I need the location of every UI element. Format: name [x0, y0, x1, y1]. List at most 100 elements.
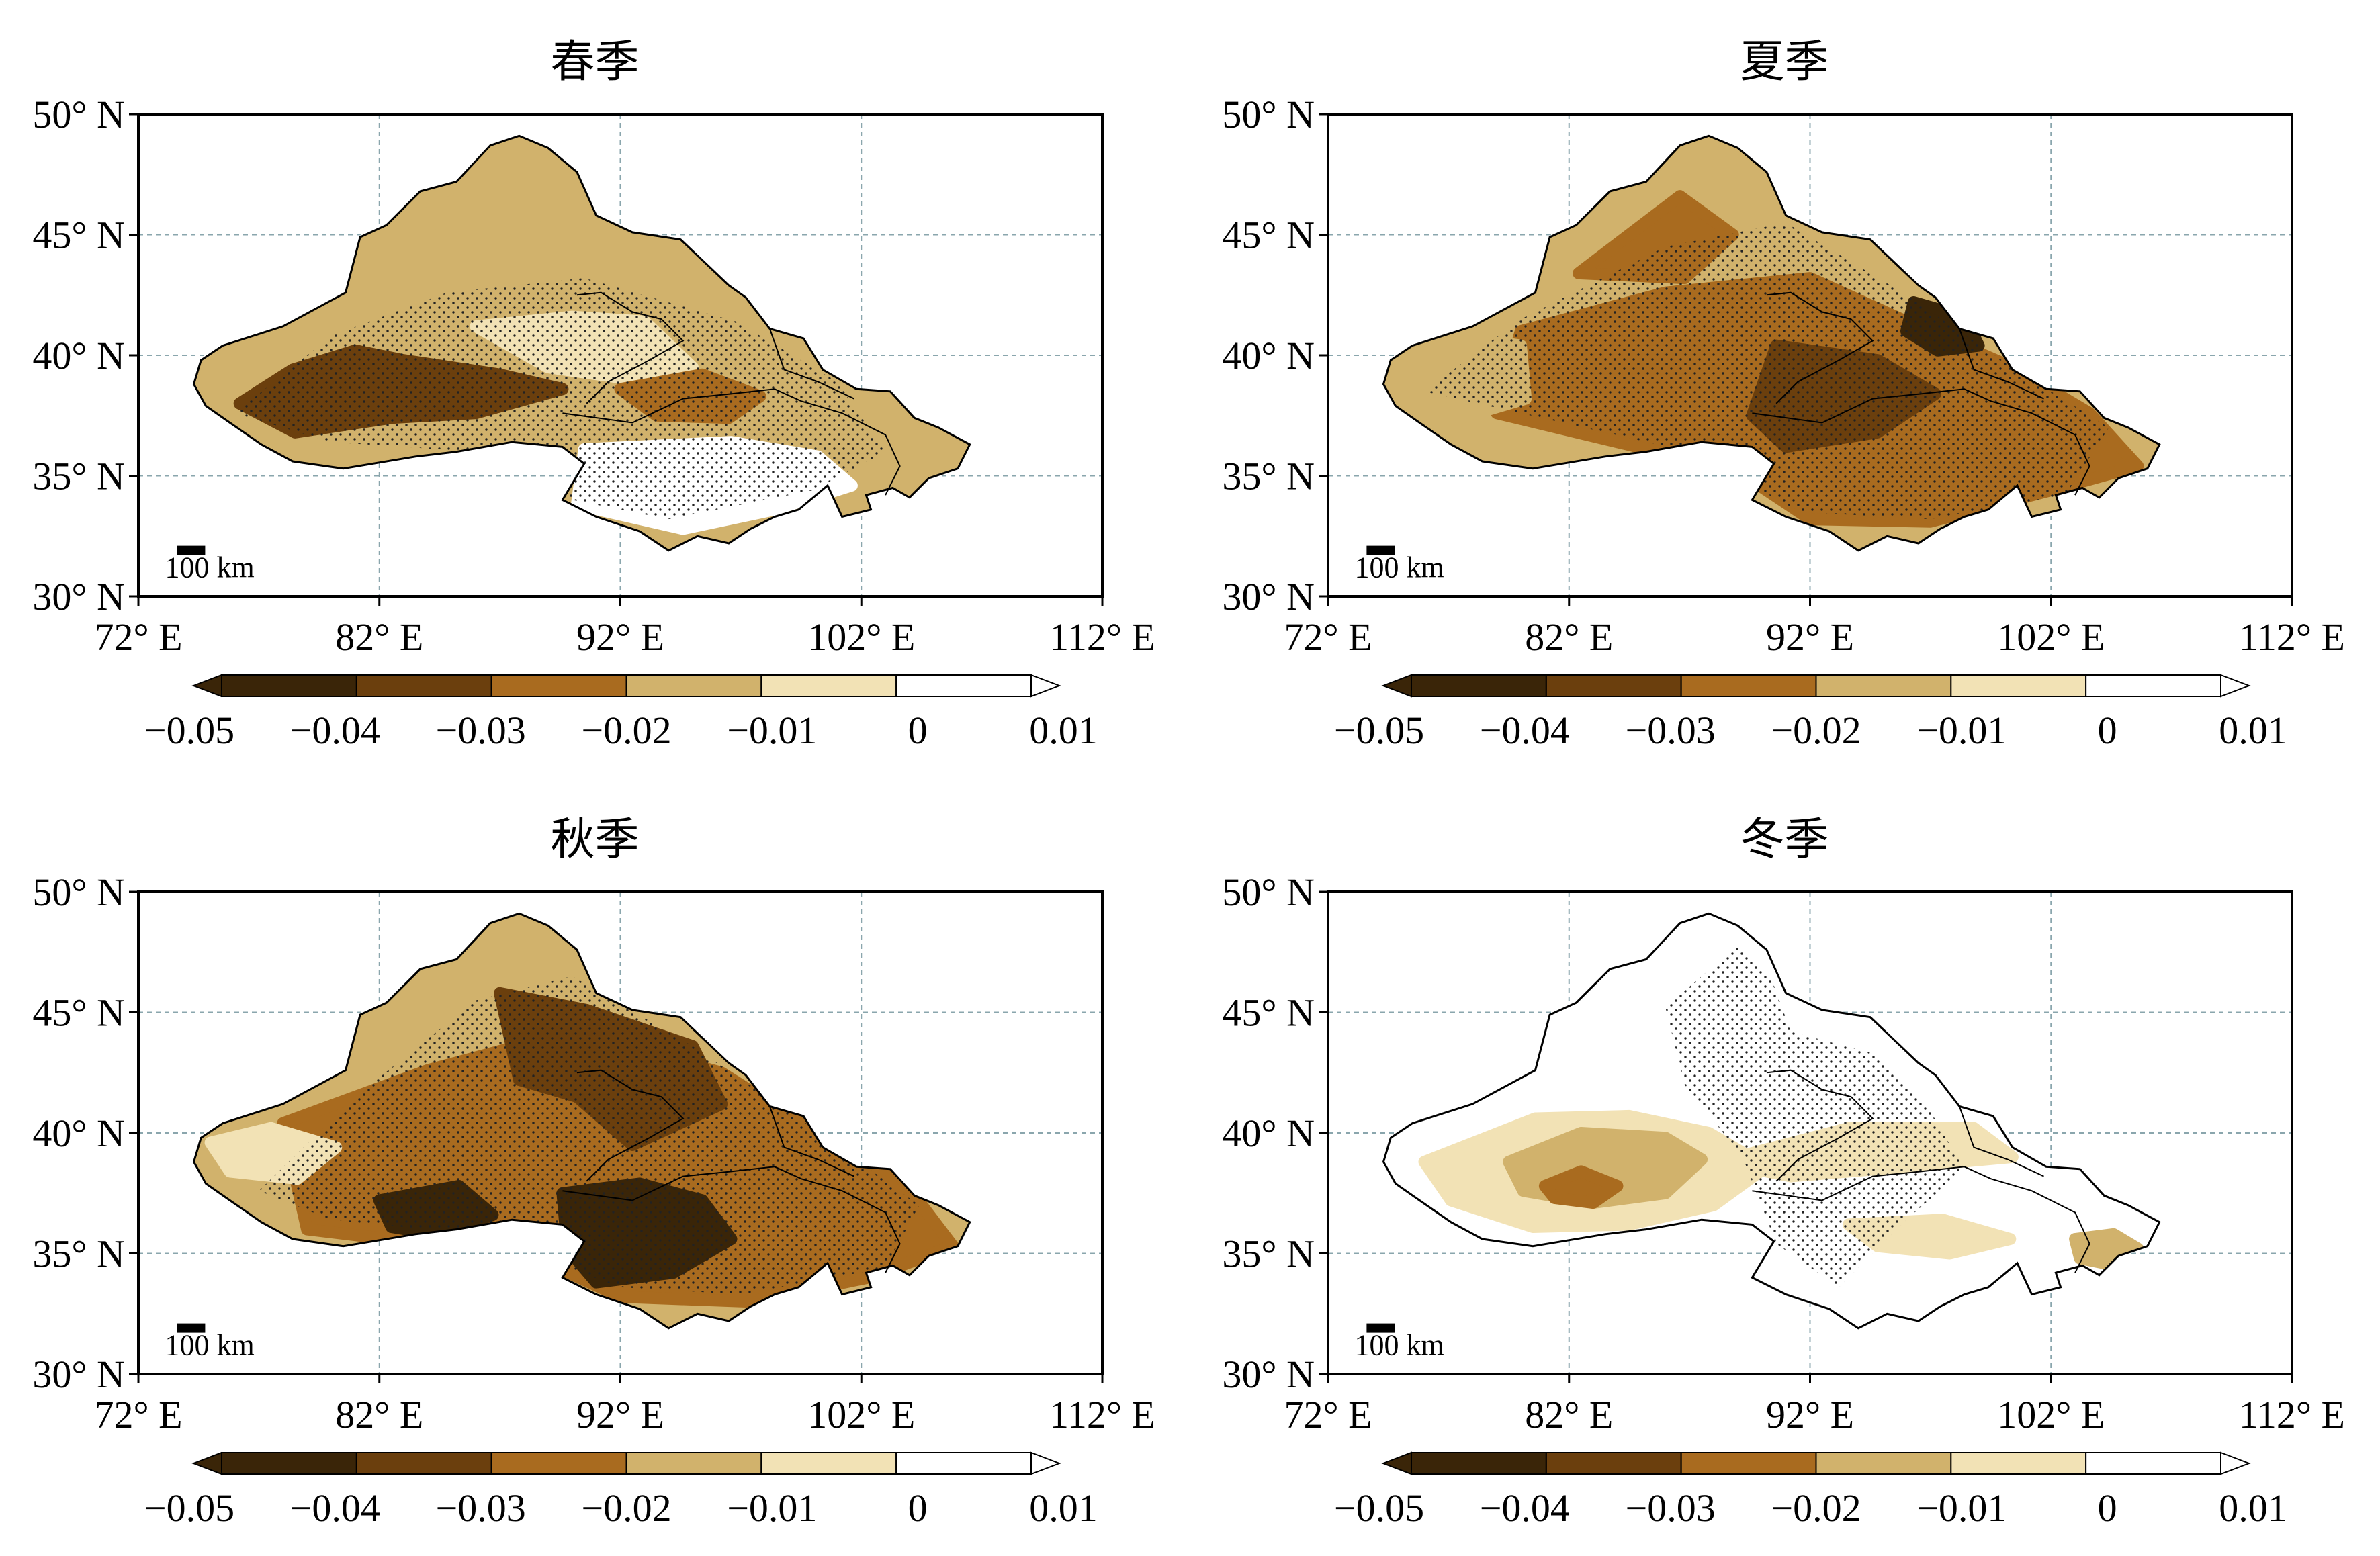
lon-tick-label: 102° E [1997, 1393, 2105, 1436]
lon-tick-label: 102° E [807, 615, 915, 659]
sub-boundary [562, 388, 901, 496]
region-fill-group [1383, 136, 2160, 551]
lat-tick-label: 50° N [32, 870, 125, 914]
colorbar-min-extend [1381, 1451, 1412, 1475]
colorbar-label: −0.02 [581, 708, 671, 752]
region-fill-group [193, 136, 970, 551]
colorbar-label: 0 [908, 708, 928, 752]
panel-title: 春季 [550, 36, 640, 87]
lon-tick-label: 92° E [576, 615, 664, 659]
lat-tick-label: 30° N [32, 575, 125, 619]
colorbar-segment [355, 674, 492, 697]
colorbar-label: −0.01 [727, 1486, 817, 1530]
colorbar-label: −0.03 [1626, 1486, 1716, 1530]
lon-tick-label: 72° E [94, 615, 182, 659]
region-outline [192, 134, 971, 552]
colorbar-label: 0 [2098, 1486, 2117, 1530]
significance-stipple [1665, 945, 1965, 1287]
colorbar-segment [895, 674, 1032, 697]
colorbar-segment [2085, 674, 2221, 697]
region-outline [192, 912, 971, 1330]
lon-tick-label: 72° E [1284, 615, 1372, 659]
lat-tick-label: 50° N [32, 93, 125, 136]
sub-boundary [562, 1166, 901, 1273]
colorbar-segment [625, 674, 762, 697]
colorbar-segment [895, 1452, 1032, 1475]
map-spring: 50° N 45° N 40° N 35° N 30° N72° E 82° E 92° E… [32, 93, 1155, 752]
region-zone [397, 166, 562, 246]
lon-tick-label: 112° E [2239, 615, 2345, 659]
scale-bar-label: 100 km [165, 551, 254, 584]
lon-tick-label: 82° E [335, 615, 423, 659]
sub-boundary [576, 1069, 685, 1182]
colorbar-segment [221, 1452, 357, 1475]
region-zone [2069, 1228, 2144, 1269]
colorbar-segment [490, 674, 627, 697]
lat-tick-label: 45° N [1222, 991, 1315, 1035]
lat-tick-label: 40° N [32, 334, 125, 377]
colorbar-segment [1680, 1452, 1817, 1475]
colorbar-segment [355, 1452, 492, 1475]
lat-tick-label: 35° N [32, 455, 125, 498]
lon-tick-label: 72° E [1284, 1393, 1372, 1436]
region-fill-group [193, 913, 970, 1328]
lat-tick-label: 30° N [1222, 575, 1315, 619]
colorbar-label: −0.03 [436, 1486, 526, 1530]
colorbar-label: −0.03 [1626, 708, 1716, 752]
panel-winter: 冬季 50° N 45° N 40° N 35° N 30° N 72° E 82° E 92… [1190, 778, 2379, 1555]
colorbar-label: −0.01 [727, 708, 817, 752]
colorbar-label: −0.05 [144, 1486, 234, 1530]
colorbar-label: −0.04 [290, 708, 380, 752]
lat-tick-label: 40° N [32, 1111, 125, 1155]
region-fill-group [1383, 913, 2160, 1328]
lat-tick-label: 45° N [32, 214, 125, 257]
scale-bar [1366, 545, 1395, 555]
lat-tick-label: 40° N [1222, 334, 1315, 377]
colorbar-segment [2085, 1452, 2221, 1475]
lat-tick-label: 35° N [1222, 1232, 1315, 1276]
lat-tick-label: 30° N [32, 1353, 125, 1396]
panel-autumn: 秋季 50° N 45° N 40° N 35° N 30° N 72° E 82° E 92… [0, 778, 1190, 1555]
panel-spring: 春季 50° N 45° N 40° N 35° N 30° N 72° E 82° E 92… [0, 0, 1190, 778]
colorbar-label: 0.01 [1029, 708, 1098, 752]
sub-boundary [576, 291, 685, 404]
colorbar-segment [1545, 1452, 1682, 1475]
colorbar-label: −0.01 [1916, 708, 2007, 752]
lon-tick-label: 92° E [576, 1393, 664, 1436]
colorbar-label: −0.03 [436, 708, 526, 752]
colorbar-max-extend [1030, 1451, 1061, 1475]
significance-stipple [1424, 222, 2109, 520]
sub-boundary [1766, 291, 1874, 404]
colorbar-segment [1815, 674, 1952, 697]
colorbar-segment [1950, 1452, 2087, 1475]
colorbar-label: −0.05 [1334, 708, 1424, 752]
panel-title: 冬季 [1740, 813, 1829, 865]
colorbar-label: −0.04 [1480, 1486, 1570, 1530]
colorbar-label: 0.01 [2219, 1486, 2287, 1530]
lat-tick-label: 45° N [32, 991, 125, 1035]
region-outline [1382, 134, 2161, 552]
lat-tick-label: 30° N [1222, 1353, 1315, 1396]
lon-tick-label: 112° E [2239, 1393, 2345, 1436]
colorbar-label: 0.01 [2219, 708, 2287, 752]
colorbar-label: 0 [2098, 708, 2117, 752]
colorbar-max-extend [2220, 674, 2251, 698]
colorbar-label: −0.01 [1916, 1486, 2007, 1530]
colorbar-label: −0.05 [1334, 1486, 1424, 1530]
colorbar-label: −0.04 [1480, 708, 1570, 752]
sub-boundary [1958, 1106, 2044, 1177]
colorbar-label: 0.01 [1029, 1486, 1098, 1530]
map-autumn: 50° N 45° N 40° N 35° N 30° N72° E 82° E 92° E… [32, 870, 1155, 1530]
colorbar-max-extend [1030, 674, 1061, 698]
region-outline [1382, 912, 2161, 1330]
lon-tick-label: 112° E [1049, 1393, 1155, 1436]
colorbar-segment [490, 1452, 627, 1475]
colorbar-segment [1545, 674, 1682, 697]
panel-title: 秋季 [550, 813, 640, 865]
sub-boundary [1766, 1069, 1874, 1182]
lat-tick-label: 45° N [1222, 214, 1315, 257]
scale-bar-label: 100 km [1354, 551, 1444, 584]
scale-bar-label: 100 km [165, 1328, 254, 1361]
scale-bar [1366, 1323, 1395, 1333]
scale-bar [177, 1323, 206, 1333]
